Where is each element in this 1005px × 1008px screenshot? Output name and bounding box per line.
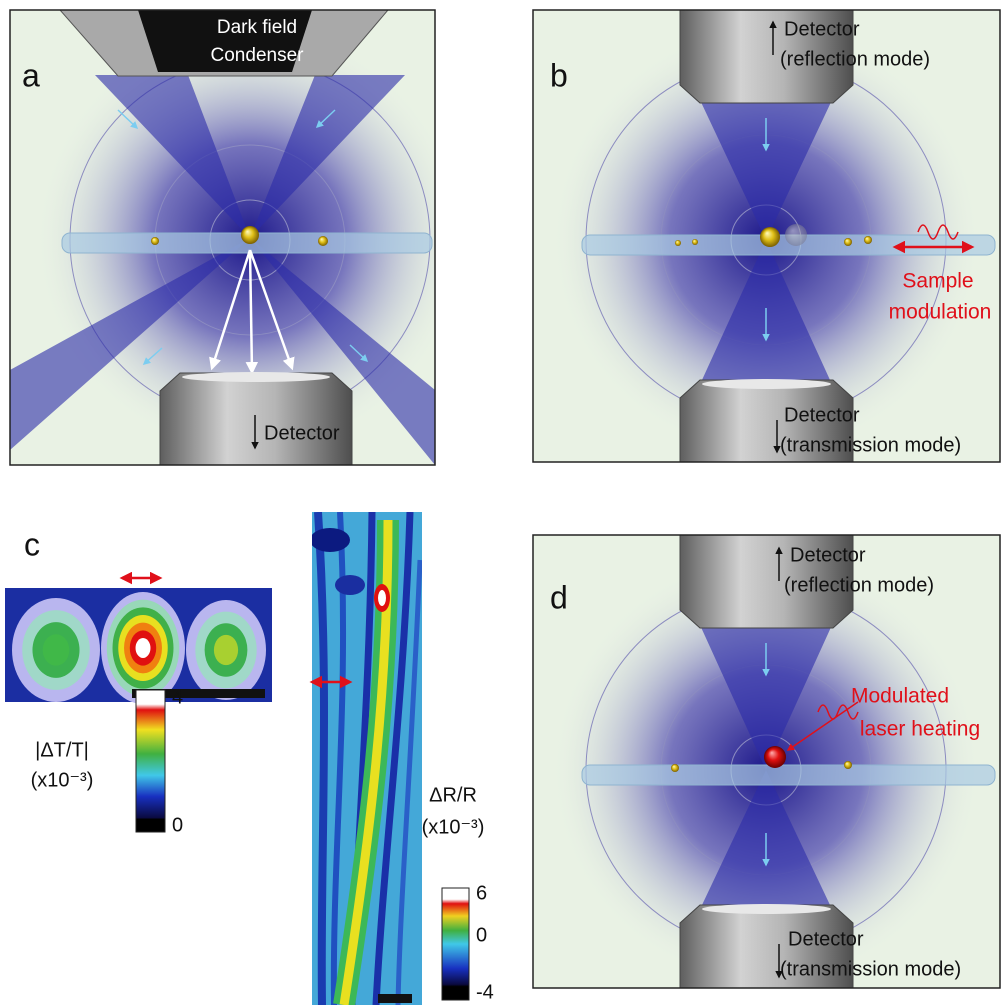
objective — [679, 10, 854, 104]
objective — [679, 535, 854, 629]
detector-mode: (reflection mode) — [784, 574, 934, 596]
objective — [679, 904, 854, 988]
panel-a — [10, 10, 435, 465]
particle — [760, 227, 780, 247]
objective-face — [182, 372, 330, 382]
detector-mode: (reflection mode) — [780, 48, 930, 70]
particle — [151, 237, 159, 245]
colorbar-label: |ΔT/T| — [35, 739, 89, 761]
labels: a Dark field Condenser Detector b Detect… — [22, 17, 991, 1003]
beam-arrow — [315, 109, 336, 129]
panel-border — [532, 534, 1001, 989]
annotation: laser heating — [860, 718, 980, 741]
detector-label: Detector — [788, 928, 864, 950]
colorbar-tick: 0 — [172, 814, 183, 836]
map-blob — [135, 638, 151, 658]
light-beam — [10, 75, 405, 450]
map-stripe — [395, 559, 422, 1005]
scatter-arrow — [245, 249, 259, 375]
map-hotspot — [378, 590, 386, 606]
colorbar-tick: 6 — [476, 882, 487, 904]
panel-label: b — [550, 57, 568, 93]
particle — [671, 764, 679, 772]
objective-face — [702, 904, 831, 914]
colorbar-tick: -4 — [476, 981, 494, 1003]
panel-c — [5, 512, 470, 1005]
annotation: Sample — [902, 270, 973, 293]
beam-arrow — [117, 109, 139, 130]
beam-arrow — [142, 347, 163, 365]
map-stripe — [372, 512, 414, 1005]
objective — [159, 372, 353, 465]
particle — [844, 238, 852, 246]
particle — [241, 226, 259, 244]
objective — [679, 379, 854, 462]
map-feature — [312, 528, 350, 552]
colorbar-unit: (x10⁻³) — [31, 769, 94, 791]
scatter-arrow — [209, 249, 252, 371]
condenser-label: Dark field — [217, 17, 297, 38]
colorbar-label: ΔR/R — [429, 784, 477, 806]
detector-label: Detector — [264, 422, 340, 444]
particle — [864, 236, 872, 244]
colorbar-tick: 0 — [476, 924, 487, 946]
panel-label: c — [24, 526, 40, 562]
condenser-core — [138, 10, 312, 72]
colorbar — [441, 887, 470, 1001]
scatter-arrow — [248, 249, 295, 371]
panel-b — [533, 10, 1000, 462]
colorbar-tick: 4 — [172, 686, 183, 708]
annotation: modulation — [889, 301, 992, 324]
panel-border — [532, 9, 1001, 463]
panel-d — [533, 535, 1000, 988]
laser-arrow — [786, 701, 859, 751]
condenser-label: Condenser — [211, 45, 305, 66]
panel-label: d — [550, 579, 568, 615]
scale-bar — [378, 994, 412, 1003]
detector-label: Detector — [790, 544, 866, 566]
map-stripe — [314, 512, 329, 1005]
detector-label: Detector — [784, 18, 860, 40]
beam-arrow — [349, 344, 369, 363]
panel-border — [9, 9, 436, 466]
ghost-particle — [785, 224, 807, 246]
map-blob — [42, 634, 70, 666]
particle — [692, 239, 698, 245]
panel-label: a — [22, 57, 40, 93]
scale-bar — [132, 689, 265, 698]
sample-slab — [581, 764, 996, 786]
detector-mode: (transmission mode) — [780, 958, 961, 980]
particle — [318, 236, 328, 246]
detector-label: Detector — [784, 404, 860, 426]
map — [312, 512, 422, 1005]
wave — [917, 224, 959, 240]
particle — [675, 240, 681, 246]
wave — [817, 704, 859, 720]
particle — [844, 761, 852, 769]
map-feature — [335, 575, 365, 595]
colorbar-unit: (x10⁻³) — [422, 816, 485, 838]
annotation: Modulated — [851, 685, 949, 708]
heated-particle — [764, 746, 786, 768]
objective-face — [702, 379, 831, 389]
colorbar — [135, 689, 166, 833]
detector-mode: (transmission mode) — [780, 434, 961, 456]
map-blob — [213, 634, 239, 666]
